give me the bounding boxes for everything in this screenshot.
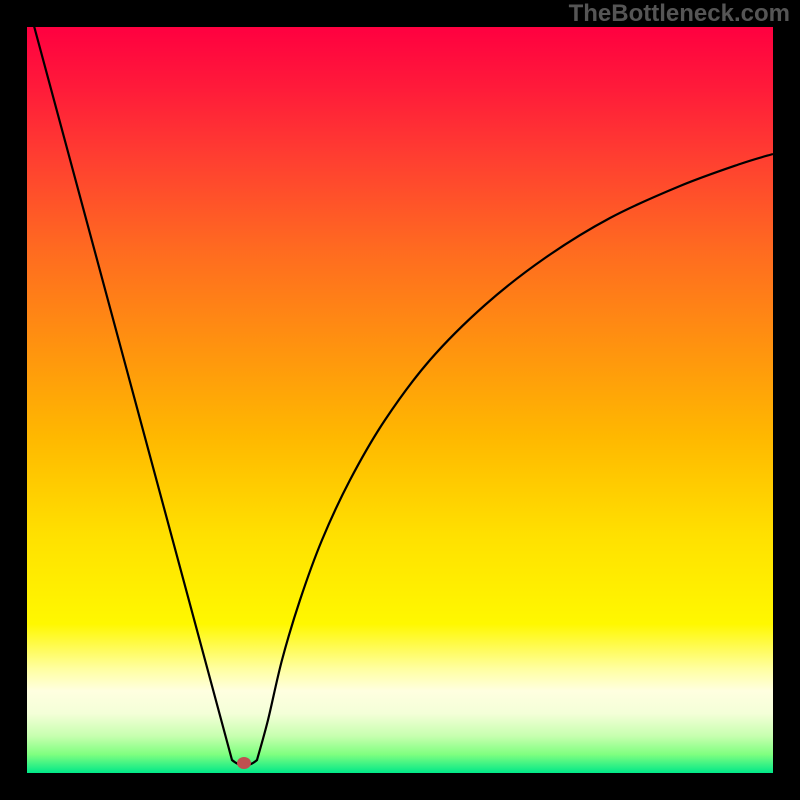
bottleneck-curve [0,0,800,800]
watermark: TheBottleneck.com [569,0,790,28]
cusp-marker [237,757,251,769]
